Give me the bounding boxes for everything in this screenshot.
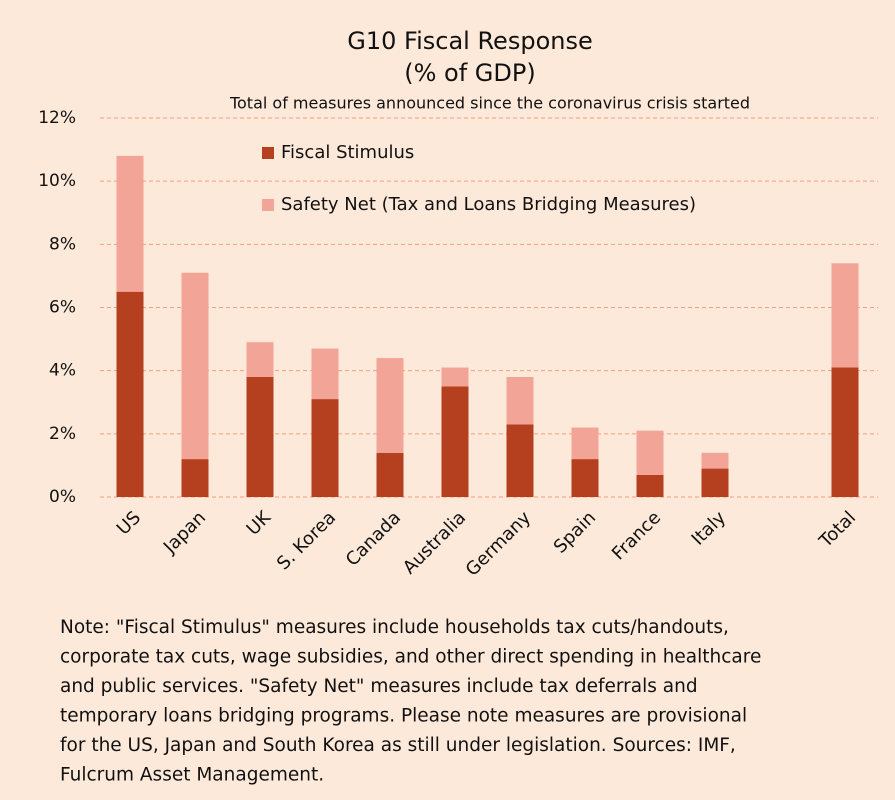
legend-swatch bbox=[262, 147, 274, 159]
y-tick-label: 12% bbox=[38, 108, 76, 128]
bar-segment bbox=[116, 291, 144, 497]
bar-segment bbox=[181, 459, 209, 497]
bar-segment bbox=[441, 386, 469, 497]
y-tick-label: 4% bbox=[49, 361, 76, 381]
note-line: corporate tax cuts, wage subsidies, and … bbox=[60, 647, 761, 668]
chart-title: (% of GDP) bbox=[404, 59, 535, 87]
y-tick-label: 6% bbox=[49, 298, 76, 318]
bar-segment bbox=[246, 376, 274, 497]
bar-segment bbox=[181, 272, 209, 460]
y-tick-label: 10% bbox=[38, 171, 76, 191]
note-line: Note: "Fiscal Stimulus" measures include… bbox=[60, 617, 729, 638]
bar-segment bbox=[506, 376, 534, 425]
bar-segment bbox=[311, 348, 339, 400]
bar-segment bbox=[116, 155, 144, 292]
note-line: Fulcrum Asset Management. bbox=[60, 765, 324, 786]
note-line: for the US, Japan and South Korea as sti… bbox=[60, 735, 736, 756]
bar-segment bbox=[571, 427, 599, 460]
bar-segment bbox=[441, 367, 469, 387]
note-line: temporary loans bridging programs. Pleas… bbox=[60, 706, 747, 727]
bar-segment bbox=[831, 263, 859, 368]
chart-title: G10 Fiscal Response bbox=[347, 27, 592, 55]
y-tick-label: 2% bbox=[49, 424, 76, 444]
legend-label: Fiscal Stimulus bbox=[281, 142, 414, 163]
bar-segment bbox=[311, 399, 339, 497]
legend-swatch bbox=[262, 199, 274, 211]
bar-segment bbox=[376, 358, 404, 453]
legend-label: Safety Net (Tax and Loans Bridging Measu… bbox=[281, 194, 696, 215]
bar-segment bbox=[506, 424, 534, 497]
bar-segment bbox=[701, 452, 729, 469]
bar-segment bbox=[831, 367, 859, 497]
note-line: and public services. "Safety Net" measur… bbox=[60, 676, 698, 697]
bar-segment bbox=[636, 474, 664, 497]
y-tick-label: 0% bbox=[49, 487, 76, 507]
chart-subtitle: Total of measures announced since the co… bbox=[229, 94, 750, 113]
bar-segment bbox=[571, 459, 599, 497]
bar-segment bbox=[246, 342, 274, 377]
bar-segment bbox=[376, 452, 404, 497]
y-tick-label: 8% bbox=[49, 234, 76, 254]
bar-segment bbox=[701, 468, 729, 497]
bar-segment bbox=[636, 430, 664, 475]
